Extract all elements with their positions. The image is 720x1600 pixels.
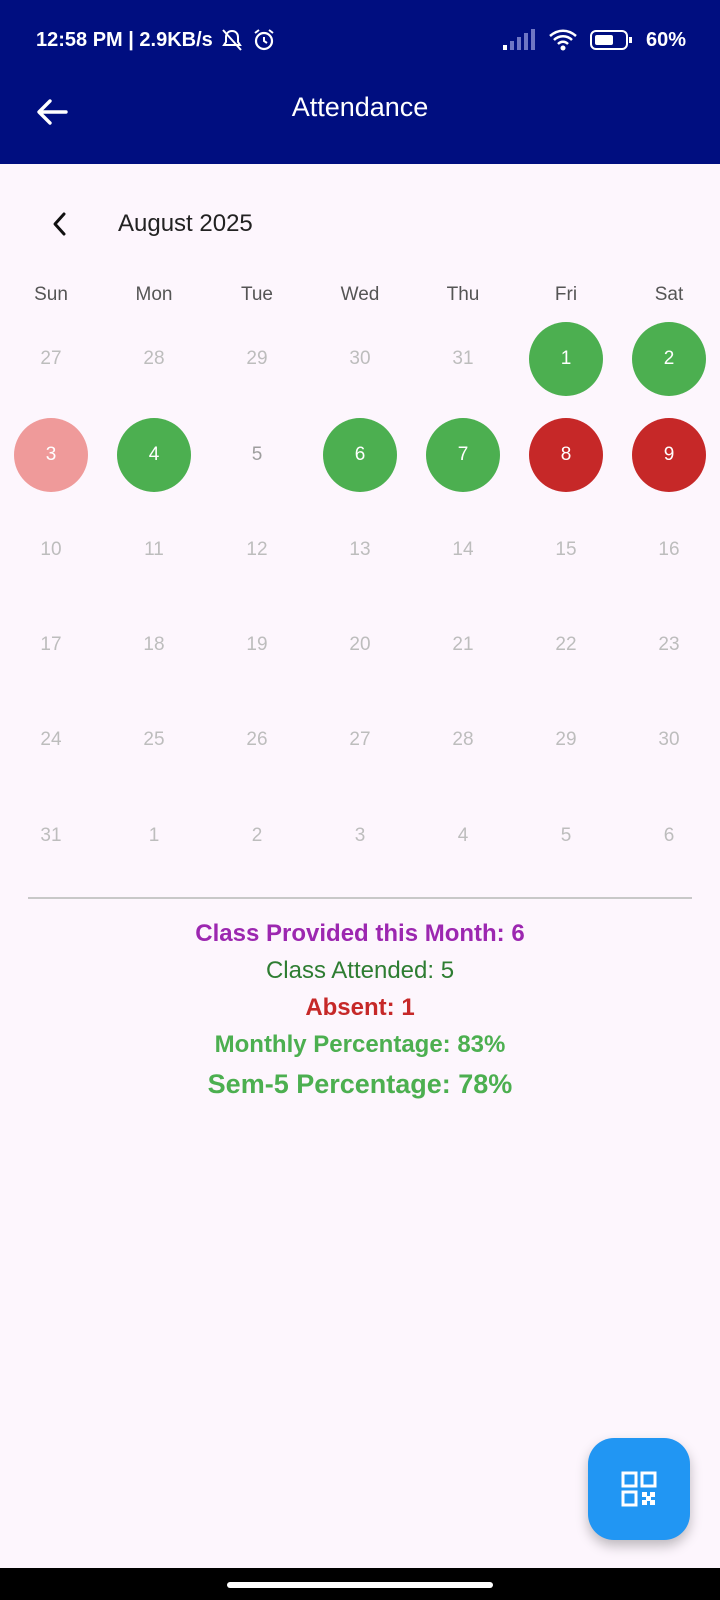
calendar-day[interactable]: 29 xyxy=(555,729,577,750)
calendar-grid: 27 28 29 30 31 1 2 3 4 5 6 7 8 9 10 11 12 13 14 15 16 17 18 19 2… xyxy=(14,322,706,846)
calendar-day[interactable]: 19 xyxy=(246,634,268,655)
calendar-day[interactable]: 11 xyxy=(144,539,164,560)
class-provided-text: Class Provided this Month: 6 xyxy=(195,920,525,947)
attendance-summary: Class Provided this Month: 6 Class Atten… xyxy=(0,915,720,1105)
calendar-day[interactable]: 3 xyxy=(14,418,88,492)
divider xyxy=(28,897,692,899)
calendar-day[interactable]: 10 xyxy=(40,539,62,560)
month-header: August 2025 xyxy=(0,200,720,250)
calendar-day[interactable]: 31 xyxy=(40,825,62,846)
calendar-day[interactable]: 27 xyxy=(349,729,371,750)
mute-icon xyxy=(219,27,245,53)
calendar-day[interactable]: 3 xyxy=(354,825,366,846)
calendar-day[interactable]: 29 xyxy=(246,348,268,369)
calendar-day[interactable]: 30 xyxy=(658,729,680,750)
calendar-day[interactable]: 18 xyxy=(143,634,165,655)
calendar-day[interactable]: 14 xyxy=(452,539,474,560)
top-app-bar: 12:58 PM | 2.9KB/s 60% Attendance xyxy=(0,0,720,164)
home-gesture-handle[interactable] xyxy=(227,1582,493,1588)
calendar-day[interactable]: 28 xyxy=(143,348,165,369)
calendar-day[interactable]: 23 xyxy=(658,634,680,655)
status-bar: 12:58 PM | 2.9KB/s 60% xyxy=(36,22,686,58)
calendar-day[interactable]: 8 xyxy=(529,418,603,492)
calendar-day[interactable]: 20 xyxy=(349,634,371,655)
arrow-left-icon xyxy=(37,99,68,125)
calendar-day[interactable]: 7 xyxy=(426,418,500,492)
weekday-label: Mon xyxy=(135,284,173,305)
calendar-day[interactable]: 2 xyxy=(632,322,706,396)
alarm-icon xyxy=(251,27,277,53)
calendar-day[interactable]: 25 xyxy=(143,729,165,750)
calendar-day[interactable]: 4 xyxy=(117,418,191,492)
monthly-percentage-text: Monthly Percentage: 83% xyxy=(214,1031,506,1058)
calendar-day[interactable]: 6 xyxy=(663,825,675,846)
calendar-day[interactable]: 24 xyxy=(40,729,62,750)
sem-percentage-text: Sem-5 Percentage: 78% xyxy=(207,1069,513,1099)
calendar-day[interactable]: 1 xyxy=(148,825,160,846)
battery-level: 60% xyxy=(645,28,686,51)
back-button[interactable] xyxy=(34,94,70,130)
calendar-day[interactable]: 28 xyxy=(452,729,474,750)
qr-scan-button[interactable] xyxy=(588,1438,690,1540)
calendar-day[interactable]: 4 xyxy=(457,825,469,846)
calendar-day[interactable]: 22 xyxy=(555,634,577,655)
previous-month-button[interactable] xyxy=(46,210,74,238)
weekday-label: Tue xyxy=(240,284,274,305)
calendar-day[interactable]: 16 xyxy=(658,539,680,560)
weekday-label: Thu xyxy=(446,284,480,305)
calendar-day[interactable]: 12 xyxy=(246,539,268,560)
calendar-day[interactable]: 13 xyxy=(349,539,371,560)
calendar-day[interactable]: 15 xyxy=(555,539,577,560)
month-title: August 2025 xyxy=(118,210,253,237)
calendar-day[interactable]: 30 xyxy=(349,348,371,369)
weekday-label: Sun xyxy=(34,284,68,305)
calendar-day[interactable]: 5 xyxy=(560,825,572,846)
class-attended-text: Class Attended: 5 xyxy=(265,957,455,984)
calendar-day[interactable]: 1 xyxy=(529,322,603,396)
calendar-day[interactable]: 9 xyxy=(632,418,706,492)
calendar-day[interactable]: 6 xyxy=(323,418,397,492)
battery-icon xyxy=(589,29,634,51)
page-title: Attendance xyxy=(291,92,429,122)
weekday-label: Sat xyxy=(654,284,684,305)
signal-icon xyxy=(502,29,536,51)
calendar-day[interactable]: 31 xyxy=(452,348,474,369)
wifi-icon xyxy=(548,28,578,52)
qr-code-icon xyxy=(621,1471,657,1507)
weekday-label: Fri xyxy=(554,284,578,305)
calendar-day[interactable]: 17 xyxy=(40,634,62,655)
status-time-speed: 12:58 PM | 2.9KB/s xyxy=(36,28,213,51)
system-nav-bar xyxy=(0,1568,720,1600)
chevron-left-icon xyxy=(53,212,66,236)
calendar-day[interactable]: 21 xyxy=(452,634,474,655)
absent-text: Absent: 1 xyxy=(305,994,415,1021)
calendar-day[interactable]: 26 xyxy=(246,729,268,750)
weekday-label: Wed xyxy=(340,284,380,305)
calendar-day[interactable]: 27 xyxy=(40,348,62,369)
weekday-header: Sun Mon Tue Wed Thu Fri Sat xyxy=(0,284,720,314)
calendar-day[interactable]: 2 xyxy=(251,825,263,846)
calendar-day[interactable]: 5 xyxy=(251,444,263,465)
